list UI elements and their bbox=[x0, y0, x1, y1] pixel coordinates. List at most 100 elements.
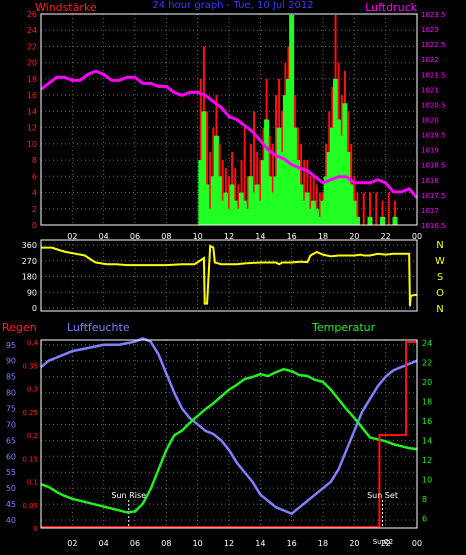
wind-bar bbox=[264, 119, 270, 225]
pressure-tick-label: 1019.5 bbox=[421, 132, 446, 140]
pressure-tick-label: 1017.5 bbox=[421, 192, 446, 200]
wind-panel-x-tick-label: 14 bbox=[255, 232, 265, 241]
wind-bar bbox=[229, 184, 235, 225]
temperature-tick-label: 18 bbox=[422, 397, 432, 406]
wind-bar bbox=[248, 176, 254, 225]
wind-bar bbox=[298, 184, 304, 225]
temperature-tick-label: 16 bbox=[422, 417, 432, 426]
humidity-panel-x-tick-label: 00 bbox=[412, 539, 422, 548]
compass-label: O bbox=[436, 288, 444, 299]
temperature-tick-label: 12 bbox=[422, 456, 432, 465]
humidity-tick-label: 70 bbox=[6, 420, 16, 429]
wind-direction-panel-frame bbox=[40, 239, 418, 312]
gust-bar bbox=[369, 192, 371, 225]
humidity-tick-label: 45 bbox=[6, 500, 16, 509]
humidity-tick-label: 95 bbox=[6, 341, 16, 350]
rain-tick-label: 0.2 bbox=[27, 432, 38, 440]
humidity-tick-label: 90 bbox=[6, 357, 16, 366]
wind-bar bbox=[342, 103, 348, 225]
wind-bar bbox=[354, 216, 360, 225]
wind-bar bbox=[329, 127, 335, 225]
wind-speed-tick-label: 24 bbox=[27, 26, 37, 35]
wind-panel-x-tick-label: 00 bbox=[412, 232, 422, 241]
gust-bar bbox=[394, 200, 397, 225]
direction-tick-label: 90 bbox=[27, 288, 37, 297]
rain-axis-label: Regen bbox=[2, 321, 37, 334]
humidity-panel-x-tick-label: 20 bbox=[349, 539, 359, 548]
gust-bar bbox=[221, 160, 224, 225]
sun-tick-label: Sun bbox=[373, 538, 386, 546]
humidity-tick-label: 50 bbox=[6, 484, 16, 493]
wind-bar bbox=[198, 160, 204, 225]
wind-panel-x-tick-label: 02 bbox=[67, 232, 77, 241]
wind-bar bbox=[207, 208, 213, 225]
humidity-tick-label: 80 bbox=[6, 389, 16, 398]
wind-bar bbox=[348, 184, 354, 225]
wind-bar bbox=[320, 200, 326, 225]
wind-speed-tick-label: 22 bbox=[27, 42, 37, 51]
wind-speed-tick-label: 26 bbox=[27, 10, 37, 19]
wind-speed-tick-label: 20 bbox=[27, 59, 37, 68]
wind-axis-label: Windstärke bbox=[35, 1, 97, 14]
wind-panel-x-tick-label: 04 bbox=[99, 232, 109, 241]
pressure-tick-label: 1022.5 bbox=[421, 41, 446, 49]
humidity-panel-x-tick-label: 22 bbox=[381, 539, 391, 548]
wind-panel-x-tick-label: 20 bbox=[349, 232, 359, 241]
gust-bar bbox=[228, 176, 230, 225]
wind-bar bbox=[257, 200, 263, 225]
wind-speed-tick-label: 6 bbox=[32, 172, 37, 181]
pressure-tick-label: 1021.5 bbox=[421, 71, 446, 79]
wind-panel-x-tick-label: 16 bbox=[287, 232, 297, 241]
wind-bar bbox=[270, 192, 276, 225]
wind-speed-tick-label: 10 bbox=[27, 140, 37, 149]
gust-bar bbox=[303, 160, 306, 225]
wind-bar bbox=[210, 176, 216, 225]
wind-bar bbox=[220, 200, 226, 225]
rain-tick-label: 0.3 bbox=[27, 386, 38, 394]
chart-title: 24 hour graph - Tue, 10 Jul 2012 bbox=[152, 0, 313, 11]
rain-line bbox=[41, 341, 417, 528]
humidity-panel-x-tick-label: 02 bbox=[67, 539, 77, 548]
humidity-tick-label: 85 bbox=[6, 373, 16, 382]
temperature-tick-label: 22 bbox=[422, 358, 432, 367]
wind-bar bbox=[339, 135, 345, 225]
humidity-line bbox=[40, 337, 418, 515]
pressure-tick-label: 1021 bbox=[421, 86, 439, 94]
temperature-tick-label: 14 bbox=[422, 436, 432, 445]
wind-panel-x-tick-label: 22 bbox=[381, 232, 391, 241]
wind-bar bbox=[351, 200, 357, 225]
gust-bar bbox=[199, 78, 202, 225]
direction-tick-label: 270 bbox=[22, 257, 37, 266]
wind-bar bbox=[251, 192, 257, 225]
rain-tick-label: 0.1 bbox=[27, 479, 38, 487]
gust-bar bbox=[362, 192, 365, 225]
wind-bar bbox=[217, 176, 223, 225]
wind-bar bbox=[279, 151, 285, 225]
wind-speed-tick-label: 8 bbox=[32, 156, 37, 165]
pressure-tick-label: 1022 bbox=[421, 56, 439, 64]
humidity-axis-label: Luftfeuchte bbox=[67, 321, 130, 334]
wind-bar bbox=[286, 78, 292, 225]
wind-bar bbox=[392, 216, 398, 225]
gust-bar bbox=[234, 168, 237, 225]
wind-panel-x-tick-label: 12 bbox=[224, 232, 234, 241]
compass-label: W bbox=[435, 256, 445, 267]
pressure-tick-label: 1017 bbox=[421, 207, 439, 215]
compass-label: S bbox=[437, 272, 443, 283]
wind-bar bbox=[223, 192, 229, 225]
sun-tick-label: 22 bbox=[384, 538, 393, 546]
wind-bar bbox=[323, 176, 329, 225]
humidity-panel-x-tick-label: 10 bbox=[193, 539, 203, 548]
temperature-tick-label: 6 bbox=[422, 514, 427, 523]
wind-bar bbox=[345, 151, 351, 225]
wind-bar bbox=[276, 127, 282, 225]
wind-bar bbox=[267, 176, 273, 225]
humidity-panel-x-tick-label: 12 bbox=[224, 539, 234, 548]
wind-bar bbox=[245, 208, 251, 225]
gust-bar bbox=[387, 192, 390, 225]
pressure-tick-label: 1020.5 bbox=[421, 101, 446, 109]
wind-bar bbox=[273, 176, 279, 225]
wind-bar bbox=[292, 127, 298, 225]
